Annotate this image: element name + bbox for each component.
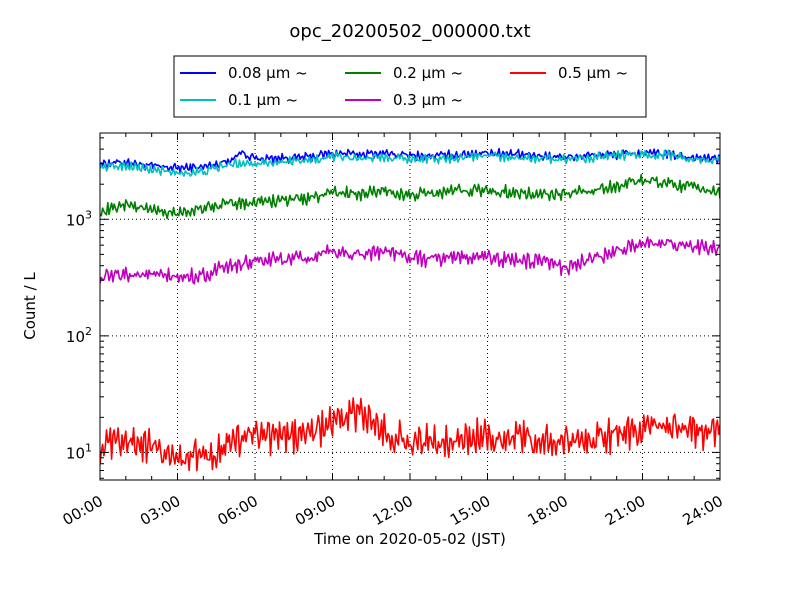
legend-label: 0.3 μm ~ (393, 91, 463, 109)
series-line (100, 147, 720, 174)
series-line (100, 236, 720, 285)
y-tick-label: 101 (66, 441, 92, 462)
grid (100, 133, 720, 480)
series-layer (100, 147, 720, 472)
y-tick-label: 102 (66, 325, 92, 346)
legend-frame (173, 55, 647, 118)
chart-title: opc_20200502_000000.txt (289, 21, 530, 42)
legend-label: 0.1 μm ~ (228, 91, 298, 109)
y-tick-label: 103 (66, 208, 92, 229)
legend-label: 0.08 μm ~ (228, 64, 308, 82)
series-line (100, 149, 720, 177)
plot-viewport (100, 147, 720, 472)
plot-area (100, 133, 720, 480)
series-line (100, 173, 720, 220)
y-axis-label: Count / L (21, 272, 39, 340)
legend-label: 0.2 μm ~ (393, 64, 463, 82)
legend: 0.08 μm ~ 0.1 μm ~ 0.2 μm ~ 0.3 μm ~ 0.5 μm … (173, 55, 647, 118)
ticks (99, 133, 721, 480)
x-axis-label: Time on 2020-05-02 (JST) (313, 530, 506, 548)
series-line (100, 397, 720, 472)
legend-label: 0.5 μm ~ (558, 64, 628, 82)
